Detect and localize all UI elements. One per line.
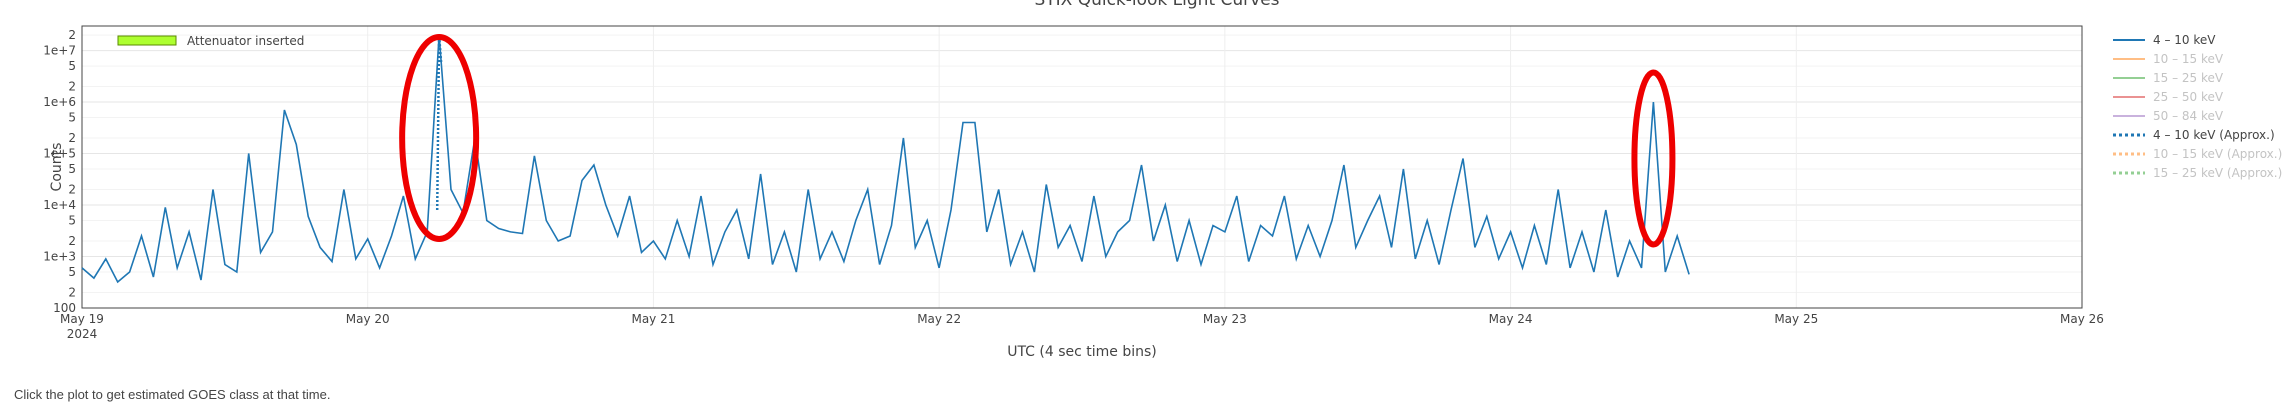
highlight-oval (1631, 69, 1676, 248)
y-tick-label: 100 (53, 301, 76, 315)
legend-item[interactable]: 10 – 15 keV (Approx.) (2113, 147, 2282, 161)
plot-area[interactable] (82, 26, 2082, 308)
legend-item[interactable]: 15 – 25 keV (2113, 71, 2224, 85)
y-tick-label: 1e+7 (43, 44, 76, 58)
x-tick-label: May 23 (1203, 312, 1247, 326)
y-minor-tick-label: 5 (68, 265, 76, 279)
y-axis-title: Counts (49, 143, 65, 192)
y-minor-tick-label: 5 (68, 59, 76, 73)
attenuator-legend: Attenuator inserted (117, 34, 304, 48)
attenuator-swatch (117, 35, 177, 46)
chart-title: STIX Quick-look Light Curves (1034, 0, 1279, 10)
legend-item[interactable]: 15 – 25 keV (Approx.) (2113, 166, 2282, 180)
x-tick-sublabel: 2024 (67, 327, 98, 341)
x-tick-label: May 25 (1774, 312, 1818, 326)
legend-label: 50 – 84 keV (2153, 109, 2224, 123)
x-tick-label: May 21 (631, 312, 675, 326)
legend-item[interactable]: 10 – 15 keV (2113, 52, 2224, 66)
legend-item[interactable]: 50 – 84 keV (2113, 109, 2224, 123)
y-minor-tick-label: 5 (68, 162, 76, 176)
plot-border (81, 25, 2083, 309)
x-tick-label: May 24 (1489, 312, 1533, 326)
legend-label: 15 – 25 keV (2153, 71, 2224, 85)
y-minor-tick-label: 5 (68, 214, 76, 228)
y-minor-tick-label: 2 (68, 131, 76, 145)
x-tick-label: May 19 (60, 312, 104, 326)
y-minor-tick-label: 2 (68, 234, 76, 248)
legend-label: 15 – 25 keV (Approx.) (2153, 166, 2282, 180)
legend-label: 10 – 15 keV (2153, 52, 2224, 66)
y-minor-tick-label: 2 (68, 183, 76, 197)
y-tick-label: 1e+3 (43, 250, 76, 264)
series-line (81, 35, 1690, 284)
y-minor-tick-label: 5 (68, 111, 76, 125)
y-tick-label: 1e+6 (43, 95, 76, 109)
legend-label: 10 – 15 keV (Approx.) (2153, 147, 2282, 161)
x-tick-label: May 22 (917, 312, 961, 326)
footer-note: Click the plot to get estimated GOES cla… (14, 387, 331, 402)
y-tick-label: 1e+5 (43, 147, 76, 161)
y-minor-tick-label: 2 (68, 286, 76, 300)
x-axis-title: UTC (4 sec time bins) (1007, 344, 1157, 360)
highlight-oval (399, 34, 480, 243)
x-tick-label: May 20 (346, 312, 390, 326)
attenuator-label: Attenuator inserted (187, 34, 304, 48)
legend-label: 4 – 10 keV (2153, 33, 2216, 47)
x-tick-label: May 26 (2060, 312, 2104, 326)
legend[interactable]: 4 – 10 keV 10 – 15 keV 15 – 25 keV 25 – 50 … (2113, 33, 2282, 180)
legend-label: 25 – 50 keV (2153, 90, 2224, 104)
legend-label: 4 – 10 keV (Approx.) (2153, 128, 2275, 142)
highlight-ovals (399, 34, 1676, 248)
y-minor-tick-label: 2 (68, 80, 76, 94)
y-minor-tick-label: 2 (68, 28, 76, 42)
legend-item[interactable]: 4 – 10 keV (2113, 33, 2216, 47)
legend-item[interactable]: 25 – 50 keV (2113, 90, 2224, 104)
series-line (435, 35, 443, 211)
legend-item[interactable]: 4 – 10 keV (Approx.) (2113, 128, 2275, 142)
series-layer (81, 35, 1690, 284)
y-tick-label: 1e+4 (43, 198, 76, 212)
